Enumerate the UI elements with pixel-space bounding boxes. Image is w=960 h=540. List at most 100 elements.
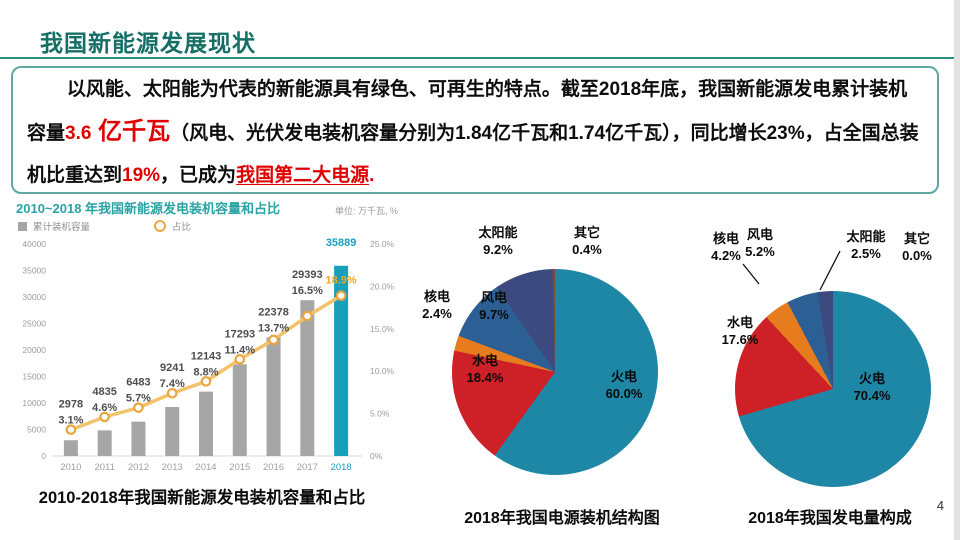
line-marker [302, 310, 313, 322]
pie-slice-label-水电: 水电 18.4% [466, 353, 504, 385]
bar-2017 [300, 300, 315, 456]
ratio-value-label: 8.8% [193, 366, 218, 378]
line-legend-label: 占比 [172, 222, 192, 233]
intro-seg3: ，已成为 [160, 165, 237, 186]
intro-seg2: （风电、光伏发电装机容量分别为1.84亿千瓦和1.74亿千瓦），同比增长23%，… [27, 123, 919, 186]
pie-chart-installed-structure [452, 269, 658, 475]
left-axis-tick: 0 [41, 451, 46, 461]
slide-edge [954, 0, 960, 540]
ratio-value-label: 11.4% [224, 344, 255, 356]
bar-legend-swatch-icon [18, 221, 27, 231]
line-marker [234, 354, 246, 365]
left-axis-tick: 15000 [22, 372, 46, 382]
line-marker [335, 290, 347, 302]
bar-value-label: 4835 [92, 386, 116, 398]
bar-value-label: 22378 [258, 306, 289, 318]
intro-period: . [369, 165, 375, 186]
bar-2011 [97, 430, 112, 456]
line-marker [200, 376, 212, 387]
unit-label: 单位: 万千瓦, % [334, 206, 398, 216]
left-axis-tick: 10000 [22, 398, 46, 408]
pie-slice-label-太阳能: 太阳能 2.5% [846, 229, 886, 261]
line-marker [166, 387, 178, 399]
pie-slice-label-火电: 火电 70.4% [853, 371, 891, 403]
intro-unit: 亿千瓦 [91, 118, 171, 145]
left-axis-tick: 20000 [22, 345, 46, 355]
line-legend-marker-icon [154, 220, 167, 232]
bar-2013 [165, 407, 180, 456]
intro-seg1: 以风能、太阳能为代表的新能源具有绿色、可再生的特点。截至2018年底，我国新能源… [27, 79, 908, 144]
ratio-value-label: 13.7% [258, 322, 289, 334]
line-marker [133, 402, 144, 413]
right-axis-tick: 10.0% [370, 366, 395, 376]
title-divider [0, 57, 954, 59]
bar-value-label: 2978 [59, 399, 83, 411]
intro-value: 3.6 [65, 123, 92, 144]
x-axis-year: 2012 [128, 462, 149, 473]
intro-highlight: 我国第二大电源 [236, 165, 370, 186]
pie-slice-label-其它: 其它 0.4% [572, 225, 602, 257]
x-axis-year: 2011 [94, 462, 114, 473]
ratio-value-label: 16.5% [292, 285, 323, 297]
x-axis-year: 2014 [195, 462, 216, 473]
left-axis-tick: 5000 [27, 425, 46, 435]
bar-value-label: 9241 [160, 362, 184, 374]
line-marker [65, 424, 77, 436]
page-title: 我国新能源发展现状 [40, 30, 256, 56]
bar-2012 [131, 421, 146, 456]
right-axis-tick: 25.0% [370, 239, 395, 249]
pie2-caption: 2018年我国发电量构成 [748, 510, 912, 527]
pie-slice-label-其它: 其它 0.0% [902, 231, 932, 263]
x-axis-year: 2018 [331, 462, 352, 473]
line-marker [99, 411, 110, 423]
bar-value-label: 35889 [326, 237, 357, 249]
chart-legend: 累计装机容量 占比 [18, 219, 191, 233]
bar-2010 [63, 440, 78, 456]
pie-chart-generation-structure [735, 291, 931, 487]
pie-slice-label-风电: 风电 5.2% [745, 227, 775, 259]
ratio-value-label: 4.6% [92, 402, 117, 414]
left-axis-tick: 40000 [22, 239, 46, 249]
left-axis-tick: 30000 [22, 292, 46, 302]
intro-paragraph: 以风能、太阳能为代表的新能源具有绿色、可再生的特点。截至2018年底，我国新能源… [27, 69, 925, 197]
bar-chart-panel: 2010~2018 年我国新能源发电装机容量和占比 单位: 万千瓦, % 累计装… [8, 198, 408, 488]
bar-line-chart: 0 5000 10000 15000 20000 25000 30000 35000 40000… [22, 237, 395, 473]
left-axis-tick: 25000 [22, 319, 46, 329]
left-axis-tick: 35000 [22, 266, 46, 276]
ratio-value-label: 18.9% [326, 275, 357, 287]
right-axis-tick: 20.0% [370, 281, 395, 291]
ratio-value-label: 5.7% [126, 393, 151, 405]
right-axis-tick: 0% [370, 451, 383, 461]
x-axis-year: 2015 [229, 462, 250, 473]
page-number: 4 [936, 498, 944, 513]
pie1-caption: 2018年我国电源装机结构图 [464, 510, 660, 527]
bar-value-label: 12143 [191, 350, 222, 362]
bar-chart-title: 2010~2018 年我国新能源发电装机容量和占比 [16, 201, 281, 216]
right-axis-tick: 15.0% [370, 324, 395, 334]
x-axis-year: 2013 [162, 462, 183, 473]
ratio-value-label: 3.1% [58, 415, 83, 427]
intro-pct: 19% [122, 165, 161, 186]
bar-value-label: 6483 [126, 377, 150, 389]
pie-slice-label-火电: 火电 60.0% [605, 369, 643, 401]
pie-slice-label-核电: 核电 4.2% [711, 231, 741, 263]
bar-2016 [266, 337, 281, 456]
bar-legend-label: 累计装机容量 [33, 222, 91, 233]
pie-slice-label-核电: 核电 2.4% [422, 289, 452, 321]
ratio-value-label: 7.4% [160, 378, 185, 390]
bar-2014 [199, 391, 213, 456]
bar-chart-caption: 2010-2018年我国新能源发电装机容量和占比 [38, 489, 366, 507]
x-axis-year: 2017 [297, 462, 318, 473]
bar-value-label: 17293 [224, 328, 255, 340]
right-axis-tick: 5.0% [370, 409, 390, 419]
intro-box: 以风能、太阳能为代表的新能源具有绿色、可再生的特点。截至2018年底，我国新能源… [11, 66, 939, 194]
line-marker [268, 334, 279, 346]
pie-slice-label-风电: 风电 9.7% [479, 290, 509, 322]
x-axis-year: 2010 [60, 462, 81, 473]
pie-slice-label-水电: 水电 17.6% [721, 315, 759, 347]
bar-2015 [232, 364, 247, 456]
bar-value-label: 29393 [292, 269, 323, 281]
x-axis-year: 2016 [263, 462, 284, 473]
bar-2018 [334, 265, 349, 456]
